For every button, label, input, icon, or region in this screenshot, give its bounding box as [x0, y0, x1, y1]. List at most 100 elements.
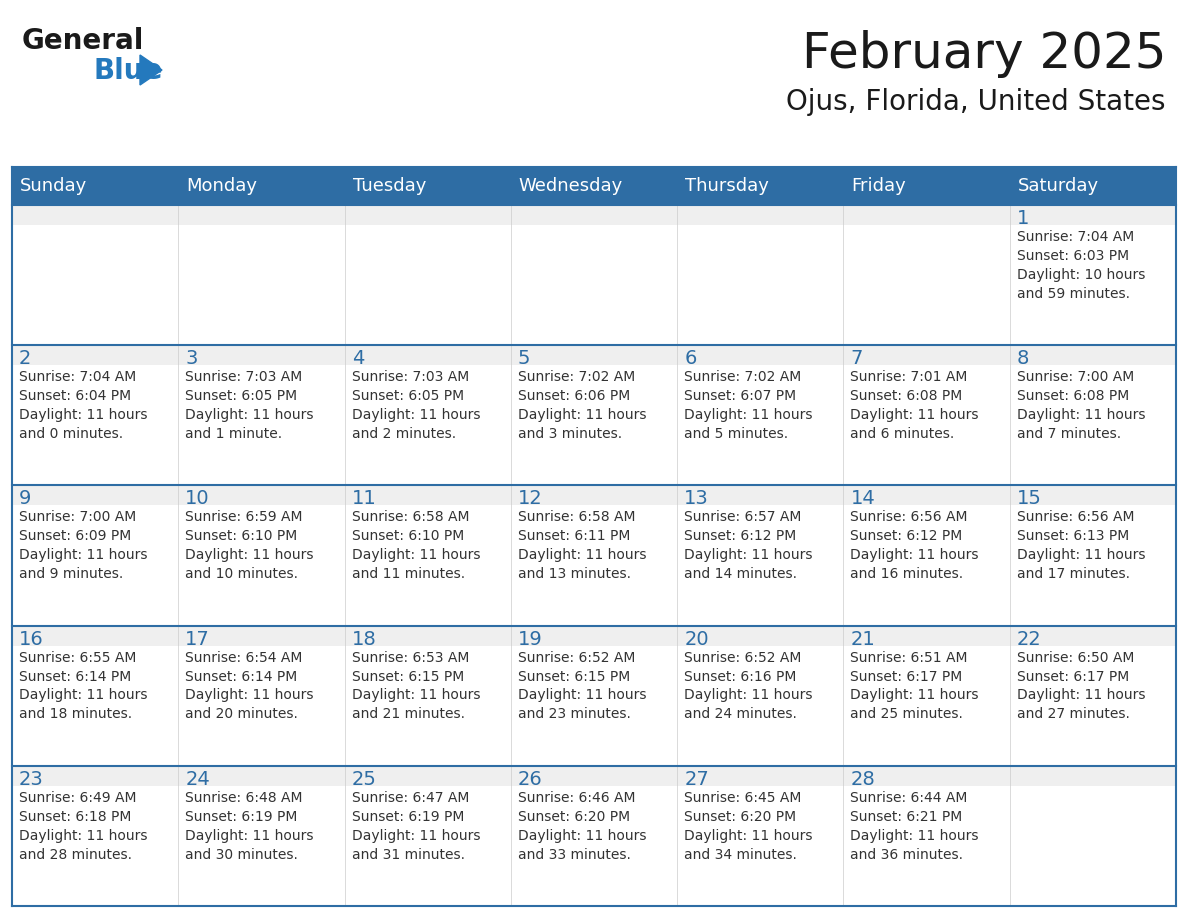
Text: Sunrise: 6:53 AM
Sunset: 6:15 PM
Daylight: 11 hours
and 21 minutes.: Sunrise: 6:53 AM Sunset: 6:15 PM Dayligh…	[352, 651, 480, 722]
Bar	[843, 345, 1010, 486]
Bar	[12, 486, 178, 625]
Text: 1: 1	[1017, 209, 1029, 228]
Bar	[677, 345, 843, 365]
Text: 22: 22	[1017, 630, 1042, 649]
Text: Sunrise: 6:59 AM
Sunset: 6:10 PM
Daylight: 11 hours
and 10 minutes.: Sunrise: 6:59 AM Sunset: 6:10 PM Dayligh…	[185, 510, 314, 581]
Bar	[178, 205, 345, 345]
Bar	[345, 486, 511, 506]
Text: Sunrise: 6:44 AM
Sunset: 6:21 PM
Daylight: 11 hours
and 36 minutes.: Sunrise: 6:44 AM Sunset: 6:21 PM Dayligh…	[851, 790, 979, 862]
Bar	[677, 205, 843, 225]
Text: Sunrise: 6:48 AM
Sunset: 6:19 PM
Daylight: 11 hours
and 30 minutes.: Sunrise: 6:48 AM Sunset: 6:19 PM Dayligh…	[185, 790, 314, 862]
Bar	[178, 486, 345, 625]
Bar	[677, 766, 843, 786]
Text: 15: 15	[1017, 489, 1042, 509]
Text: Sunrise: 7:02 AM
Sunset: 6:07 PM
Daylight: 11 hours
and 5 minutes.: Sunrise: 7:02 AM Sunset: 6:07 PM Dayligh…	[684, 370, 813, 441]
Bar	[843, 625, 1010, 645]
Text: Thursday: Thursday	[685, 177, 769, 195]
Text: 28: 28	[851, 770, 876, 789]
Bar	[12, 625, 178, 645]
Text: 19: 19	[518, 630, 543, 649]
Text: General: General	[23, 27, 145, 55]
Bar	[511, 345, 677, 486]
Bar	[1010, 766, 1176, 786]
Text: 26: 26	[518, 770, 543, 789]
Bar	[843, 766, 1010, 906]
Bar	[677, 486, 843, 625]
Bar	[843, 625, 1010, 766]
Bar	[178, 625, 345, 766]
Bar	[1010, 766, 1176, 906]
Bar	[345, 766, 511, 786]
Text: 12: 12	[518, 489, 543, 509]
Text: 2: 2	[19, 349, 31, 368]
Text: Sunrise: 6:58 AM
Sunset: 6:10 PM
Daylight: 11 hours
and 11 minutes.: Sunrise: 6:58 AM Sunset: 6:10 PM Dayligh…	[352, 510, 480, 581]
Bar	[511, 625, 677, 645]
Bar	[178, 625, 345, 645]
Text: 27: 27	[684, 770, 709, 789]
Bar	[12, 167, 1176, 205]
Bar	[178, 205, 345, 225]
Text: 7: 7	[851, 349, 862, 368]
Text: 18: 18	[352, 630, 377, 649]
Bar	[178, 766, 345, 786]
Bar	[345, 486, 511, 625]
Text: Ojus, Florida, United States: Ojus, Florida, United States	[786, 88, 1165, 116]
Bar	[12, 345, 178, 365]
Bar	[843, 486, 1010, 625]
Bar	[677, 766, 843, 906]
Text: Sunrise: 6:45 AM
Sunset: 6:20 PM
Daylight: 11 hours
and 34 minutes.: Sunrise: 6:45 AM Sunset: 6:20 PM Dayligh…	[684, 790, 813, 862]
Bar	[677, 625, 843, 766]
Bar	[178, 345, 345, 486]
Bar	[345, 205, 511, 345]
Text: 24: 24	[185, 770, 210, 789]
Text: 16: 16	[19, 630, 44, 649]
Bar	[843, 205, 1010, 345]
Bar	[1010, 205, 1176, 225]
Bar	[12, 766, 178, 906]
Bar	[511, 345, 677, 365]
Bar	[345, 205, 511, 225]
Text: 13: 13	[684, 489, 709, 509]
Text: Sunrise: 6:56 AM
Sunset: 6:13 PM
Daylight: 11 hours
and 17 minutes.: Sunrise: 6:56 AM Sunset: 6:13 PM Dayligh…	[1017, 510, 1145, 581]
Text: Sunrise: 6:52 AM
Sunset: 6:16 PM
Daylight: 11 hours
and 24 minutes.: Sunrise: 6:52 AM Sunset: 6:16 PM Dayligh…	[684, 651, 813, 722]
Bar	[12, 625, 178, 766]
Text: Sunrise: 6:47 AM
Sunset: 6:19 PM
Daylight: 11 hours
and 31 minutes.: Sunrise: 6:47 AM Sunset: 6:19 PM Dayligh…	[352, 790, 480, 862]
Bar	[178, 345, 345, 365]
Text: 23: 23	[19, 770, 44, 789]
Bar	[178, 486, 345, 506]
Text: Sunrise: 6:55 AM
Sunset: 6:14 PM
Daylight: 11 hours
and 18 minutes.: Sunrise: 6:55 AM Sunset: 6:14 PM Dayligh…	[19, 651, 147, 722]
Bar	[511, 625, 677, 766]
Bar	[511, 766, 677, 786]
Text: Sunrise: 6:51 AM
Sunset: 6:17 PM
Daylight: 11 hours
and 25 minutes.: Sunrise: 6:51 AM Sunset: 6:17 PM Dayligh…	[851, 651, 979, 722]
Text: Sunrise: 7:04 AM
Sunset: 6:03 PM
Daylight: 10 hours
and 59 minutes.: Sunrise: 7:04 AM Sunset: 6:03 PM Dayligh…	[1017, 230, 1145, 301]
Bar	[345, 766, 511, 906]
Bar	[677, 205, 843, 345]
Bar	[12, 766, 178, 786]
Bar	[12, 345, 178, 486]
Bar	[1010, 486, 1176, 625]
Bar	[677, 625, 843, 645]
Text: Sunrise: 6:52 AM
Sunset: 6:15 PM
Daylight: 11 hours
and 23 minutes.: Sunrise: 6:52 AM Sunset: 6:15 PM Dayligh…	[518, 651, 646, 722]
Bar	[843, 345, 1010, 365]
Bar	[511, 766, 677, 906]
Text: 3: 3	[185, 349, 197, 368]
Text: 9: 9	[19, 489, 31, 509]
Text: Sunrise: 7:03 AM
Sunset: 6:05 PM
Daylight: 11 hours
and 2 minutes.: Sunrise: 7:03 AM Sunset: 6:05 PM Dayligh…	[352, 370, 480, 441]
Bar	[345, 345, 511, 486]
Text: 6: 6	[684, 349, 696, 368]
Text: Blue: Blue	[94, 57, 164, 85]
Bar	[843, 205, 1010, 225]
Text: 14: 14	[851, 489, 876, 509]
Bar	[511, 205, 677, 345]
Text: Monday: Monday	[187, 177, 258, 195]
Text: Sunrise: 7:04 AM
Sunset: 6:04 PM
Daylight: 11 hours
and 0 minutes.: Sunrise: 7:04 AM Sunset: 6:04 PM Dayligh…	[19, 370, 147, 441]
Bar	[843, 486, 1010, 506]
Bar	[1010, 205, 1176, 345]
Text: Sunrise: 6:50 AM
Sunset: 6:17 PM
Daylight: 11 hours
and 27 minutes.: Sunrise: 6:50 AM Sunset: 6:17 PM Dayligh…	[1017, 651, 1145, 722]
Bar	[677, 486, 843, 506]
Text: Sunrise: 7:01 AM
Sunset: 6:08 PM
Daylight: 11 hours
and 6 minutes.: Sunrise: 7:01 AM Sunset: 6:08 PM Dayligh…	[851, 370, 979, 441]
Bar	[345, 345, 511, 365]
Text: Sunrise: 6:56 AM
Sunset: 6:12 PM
Daylight: 11 hours
and 16 minutes.: Sunrise: 6:56 AM Sunset: 6:12 PM Dayligh…	[851, 510, 979, 581]
Text: Tuesday: Tuesday	[353, 177, 426, 195]
Text: Wednesday: Wednesday	[519, 177, 624, 195]
